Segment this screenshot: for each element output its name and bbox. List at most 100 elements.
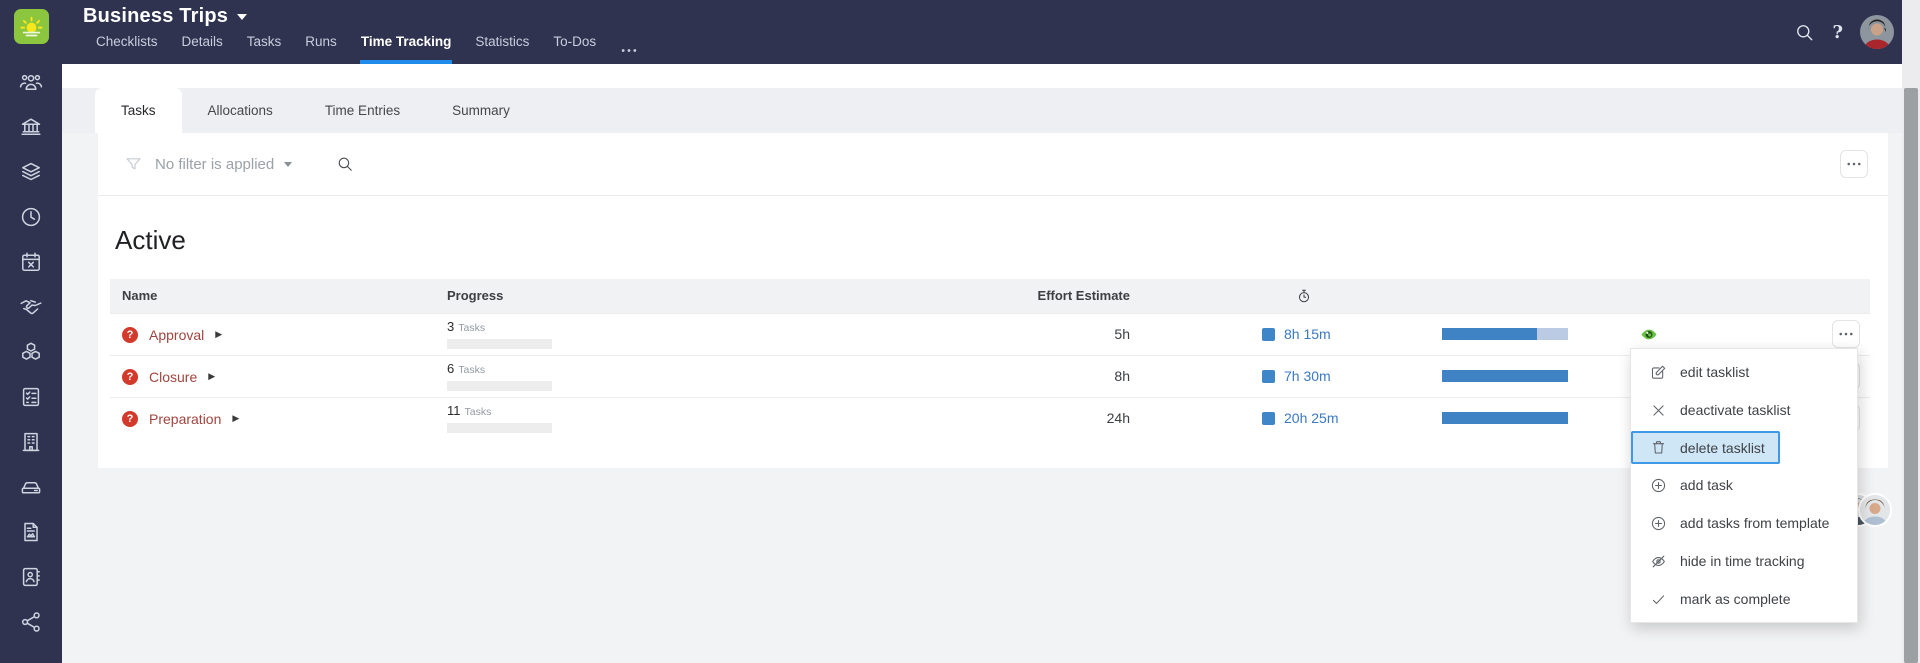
tasklist-name[interactable]: Approval [149, 326, 205, 343]
context-menu-item[interactable]: add task [1631, 466, 1857, 504]
sidebar-icon[interactable] [19, 565, 43, 589]
sidebar-icon[interactable] [19, 250, 43, 274]
search-icon[interactable] [1794, 22, 1815, 43]
page-scrollbar[interactable] [1902, 0, 1920, 663]
sidebar-icon[interactable] [19, 430, 43, 454]
effort-estimate-value: 24h [1106, 410, 1130, 426]
column-header-effort[interactable]: Effort Estimate [1037, 288, 1130, 303]
tasks-count: 11 [447, 403, 461, 418]
tasklist-context-menu: edit tasklist deactivate tasklist delete… [1630, 348, 1858, 623]
top-nav-item[interactable]: Runs [305, 34, 337, 49]
menu-item-label: add tasks from template [1680, 515, 1830, 531]
context-menu-item[interactable]: add tasks from template [1631, 504, 1857, 542]
column-header-progress[interactable]: Progress [447, 288, 504, 303]
menu-item-label: hide in time tracking [1680, 553, 1805, 569]
tasks-progress-bar [447, 423, 552, 433]
tasks-progress-bar [447, 381, 552, 391]
tasks-progress-cell: 11 Tasks [447, 402, 552, 433]
content-tab[interactable]: Tasks [95, 88, 182, 133]
tasklist-table: Name Progress Effort Estimate ? Approval… [110, 279, 1870, 439]
app-logo[interactable] [14, 9, 49, 44]
sidebar-icon[interactable] [19, 475, 43, 499]
context-menu-item[interactable]: delete tasklist [1631, 431, 1780, 464]
tasks-word: Tasks [464, 406, 492, 418]
menu-item-icon [1650, 364, 1667, 381]
sidebar-icon[interactable] [19, 205, 43, 229]
priority-badge[interactable]: ? [122, 368, 138, 385]
sidebar-icon[interactable] [19, 385, 43, 409]
content-tab[interactable]: Summary [452, 103, 510, 118]
tasks-progress-cell: 3 Tasks [447, 318, 552, 349]
time-progress-bar [1442, 370, 1568, 382]
expand-arrow-icon[interactable]: ▶ [208, 371, 216, 381]
tasklist-name[interactable]: Preparation [149, 410, 222, 427]
table-search-icon[interactable] [336, 155, 354, 173]
sunrise-icon [18, 13, 45, 40]
user-avatar[interactable] [1860, 15, 1894, 49]
filter-label[interactable]: No filter is applied [155, 155, 275, 173]
menu-item-label: edit tasklist [1680, 364, 1750, 380]
tasks-word: Tasks [458, 364, 486, 376]
top-nav-item[interactable]: Tasks [246, 34, 282, 49]
top-nav-more-button[interactable] [619, 31, 639, 64]
content-card: No filter is applied Active Name Progres… [98, 133, 1888, 468]
top-nav-item[interactable]: Statistics [475, 34, 530, 49]
top-nav-item[interactable]: Details [181, 34, 223, 49]
tasks-progress-cell: 6 Tasks [447, 360, 552, 391]
menu-item-label: add task [1680, 477, 1733, 493]
stopwatch-column-icon[interactable] [1296, 288, 1312, 304]
effort-estimate-value: 5h [1114, 326, 1130, 342]
visibility-eye-icon[interactable] [1639, 325, 1659, 344]
content-tab-bar: Tasks Allocations Time Entries Summary [62, 88, 1902, 133]
priority-badge[interactable]: ? [122, 410, 138, 427]
sidebar-icon[interactable] [19, 160, 43, 184]
section-title: Active [115, 225, 186, 255]
sidebar-icon[interactable] [19, 70, 43, 94]
tasklist-name-cell: ? Approval ▶ [122, 314, 222, 355]
menu-item-icon [1650, 515, 1667, 532]
scrollbar-thumb[interactable] [1904, 88, 1918, 663]
filter-dropdown-icon[interactable] [284, 161, 293, 167]
top-nav-item[interactable]: Checklists [96, 34, 158, 49]
avatar[interactable] [1858, 493, 1892, 527]
tracked-time-link[interactable]: 8h 15m [1284, 326, 1331, 342]
right-gutter [1888, 133, 1902, 468]
top-nav: Checklists Details Tasks Runs Time Tracking S… [95, 31, 639, 64]
sidebar-icon[interactable] [19, 295, 43, 319]
content-tab[interactable]: Time Entries [324, 103, 401, 118]
context-menu-item[interactable]: edit tasklist [1631, 353, 1857, 391]
tasklist-name-cell: ? Preparation ▶ [122, 398, 239, 439]
context-menu-item[interactable]: mark as complete [1631, 580, 1857, 618]
sidebar-icon-list [0, 70, 62, 634]
expand-arrow-icon[interactable]: ▶ [232, 413, 240, 423]
filter-funnel-icon[interactable] [124, 155, 143, 174]
top-nav-item[interactable]: To-Dos [553, 34, 597, 49]
expand-arrow-icon[interactable]: ▶ [215, 329, 223, 339]
row-more-button[interactable] [1832, 320, 1860, 348]
filter-more-button[interactable] [1840, 150, 1868, 178]
tracked-time-link[interactable]: 20h 25m [1284, 410, 1339, 426]
workspace-title-wrap[interactable]: Business Trips [83, 5, 248, 28]
tracked-time-link[interactable]: 7h 30m [1284, 368, 1331, 384]
tasklist-name[interactable]: Closure [149, 368, 198, 385]
tasks-count: 6 [447, 361, 455, 376]
more-horizontal-icon [619, 37, 639, 64]
top-nav-item[interactable]: Time Tracking [359, 31, 453, 64]
sidebar-icon[interactable] [19, 520, 43, 544]
sidebar-icon[interactable] [19, 115, 43, 139]
effort-estimate-value: 8h [1114, 368, 1130, 384]
tracked-color-swatch [1262, 328, 1275, 341]
priority-badge[interactable]: ? [122, 326, 138, 343]
context-menu-item[interactable]: deactivate tasklist [1631, 391, 1857, 429]
title-dropdown-icon[interactable] [237, 13, 248, 20]
context-menu-item[interactable]: hide in time tracking [1631, 542, 1857, 580]
column-header-name[interactable]: Name [122, 288, 158, 303]
sidebar-icon[interactable] [19, 340, 43, 364]
time-progress-bar [1442, 412, 1568, 424]
left-gutter [62, 133, 98, 468]
menu-item-label: deactivate tasklist [1680, 402, 1791, 418]
page-title[interactable]: Business Trips [83, 5, 229, 27]
sidebar-icon[interactable] [19, 610, 43, 634]
help-icon[interactable]: ? [1832, 21, 1843, 43]
content-tab[interactable]: Allocations [207, 103, 273, 118]
